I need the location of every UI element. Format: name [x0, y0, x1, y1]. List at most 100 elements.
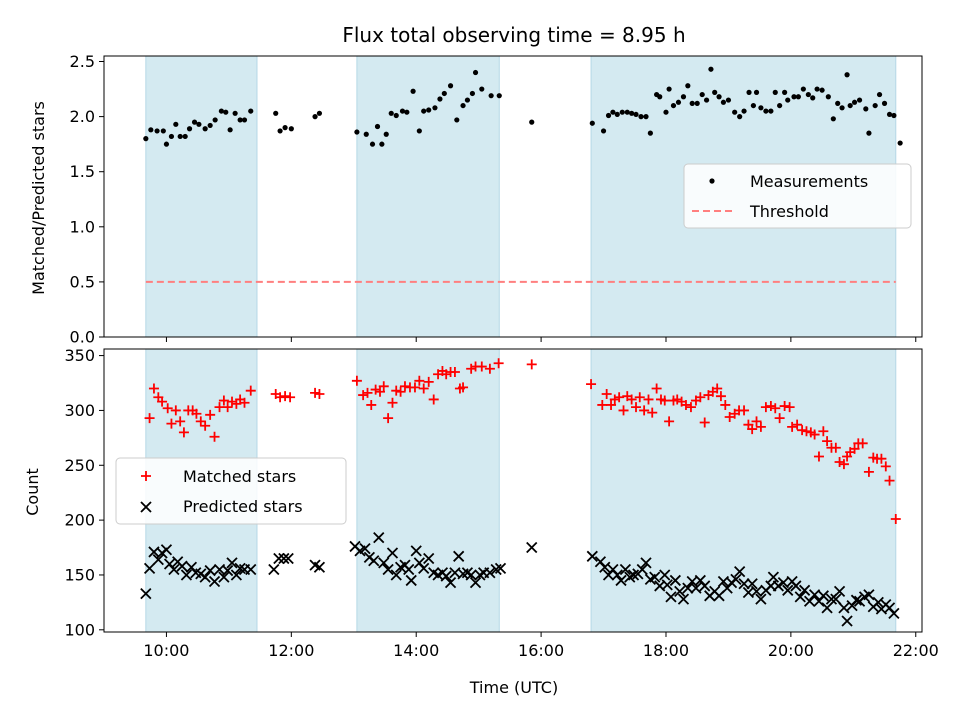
top-measurement-point-31 [374, 123, 381, 130]
top-measurement-point-97 [791, 94, 797, 100]
bottom-predicted-star-marker-30 [313, 561, 326, 573]
bottom-predicted-star-marker-87 [677, 593, 690, 605]
top-measurement-point-102 [814, 86, 820, 92]
bottom-matched-star-marker-33 [366, 399, 377, 410]
top-measurement-point-57 [605, 112, 612, 119]
bottom-predicted-star-marker-40 [390, 569, 402, 581]
bottom-matched-star-marker-55 [466, 363, 477, 374]
bottom-predicted-star-marker-53 [444, 577, 457, 589]
bottom-matched-star-marker-71 [634, 392, 645, 403]
bottom-matched-star-marker-34 [370, 384, 381, 395]
top-measurement-point-52 [488, 93, 494, 99]
bottom-predicted-star-marker-15 [204, 564, 216, 577]
bottom-predicted-star-marker-16 [208, 575, 221, 588]
top-y-axis-label: Matched/Predicted stars [29, 101, 48, 295]
bottom-matched-star-marker-86 [699, 417, 710, 428]
top-measurement-point-86 [741, 108, 747, 114]
bottom-predicted-star-marker-27 [278, 552, 290, 565]
bottom-predicted-star-marker-44 [405, 574, 417, 587]
bottom-predicted-star-marker-116 [803, 595, 816, 607]
top-measurement-point-111 [856, 97, 863, 103]
top-measurement-point-11 [196, 121, 202, 127]
top-measurement-point-78 [703, 97, 710, 103]
bottom-y-tick-label-2: 200 [64, 511, 95, 530]
bottom-legend-box [115, 457, 347, 525]
top-measurement-point-29 [363, 131, 369, 137]
top-measurement-point-73 [680, 94, 687, 100]
top-measurement-point-90 [758, 105, 764, 111]
bottom-matched-star-marker-18 [222, 402, 233, 413]
top-measurement-point-94 [777, 102, 783, 109]
bottom-predicted-star-marker-78 [640, 557, 652, 569]
bottom-matched-star-marker-109 [801, 426, 812, 437]
top-measurement-point-51 [479, 86, 485, 92]
bottom-matched-star-marker-100 [760, 402, 771, 413]
bottom-matched-star-marker-75 [651, 383, 662, 394]
bottom-matched-star-marker-17 [218, 395, 229, 406]
top-measurement-point-100 [805, 91, 811, 98]
top-y-tick-label-4: 2.0 [70, 107, 95, 126]
bottom-y-tick-label-4: 300 [64, 401, 95, 420]
bottom-shaded-interval-2 [590, 348, 897, 633]
top-measurement-point-39 [416, 128, 422, 134]
top-measurement-point-88 [750, 102, 757, 109]
top-measurement-point-119 [897, 140, 903, 146]
top-measurement-point-112 [863, 106, 869, 112]
bottom-predicted-star-marker-114 [794, 591, 806, 603]
bottom-matched-star-marker-105 [784, 402, 795, 413]
top-measurement-point-116 [881, 100, 888, 106]
bottom-matched-star-marker-82 [680, 399, 691, 410]
bottom-x-tick-label-3: 16:00 [518, 641, 564, 660]
top-axes-frame [103, 55, 923, 338]
top-measurement-point-104 [825, 94, 831, 100]
top-measurement-point-15 [218, 108, 224, 114]
bottom-matched-star-marker-38 [387, 397, 398, 408]
bottom-predicted-star-marker-62 [484, 567, 496, 579]
bottom-matched-star-marker-83 [685, 402, 696, 413]
bottom-predicted-star-marker-109 [772, 580, 785, 592]
top-measurement-point-107 [839, 105, 845, 111]
bottom-matched-star-marker-99 [755, 421, 766, 432]
bottom-matched-star-marker-22 [239, 397, 250, 408]
bottom-predicted-star-marker-86 [674, 585, 686, 598]
bottom-x-tick-label-1: 12:00 [268, 641, 314, 660]
bottom-matched-star-marker-3 [157, 396, 168, 407]
bottom-predicted-star-marker-64 [494, 562, 507, 575]
top-measurement-point-43 [437, 96, 443, 102]
top-measurement-point-61 [624, 109, 630, 115]
bottom-predicted-star-marker-25 [268, 563, 280, 576]
top-measurement-point-21 [248, 108, 254, 114]
top-measurement-point-115 [876, 91, 883, 98]
top-measurement-point-101 [810, 95, 816, 101]
top-y-tick-label-2: 1.0 [70, 217, 95, 236]
bottom-predicted-star-marker-28 [282, 552, 294, 565]
bottom-predicted-star-marker-84 [665, 591, 677, 603]
bottom-matched-star-marker-111 [809, 429, 820, 440]
bottom-matched-star-marker-70 [631, 402, 642, 413]
bottom-matched-star-marker-116 [830, 442, 841, 453]
bottom-predicted-star-marker-14 [199, 571, 211, 583]
legend-measurements-label: Measurements [750, 172, 868, 191]
top-measurement-point-71 [670, 102, 677, 109]
top-measurement-point-18 [232, 110, 238, 116]
bottom-predicted-star-marker-115 [798, 584, 811, 596]
bottom-x-tick-label-6: 22:00 [893, 641, 939, 660]
top-measurement-point-26 [312, 114, 318, 120]
top-measurement-point-80 [712, 89, 718, 95]
bottom-matched-star-marker-66 [614, 392, 625, 403]
bottom-matched-star-marker-58 [484, 363, 495, 374]
bottom-predicted-star-marker-123 [833, 585, 846, 598]
bottom-matched-star-marker-114 [822, 436, 833, 447]
bottom-predicted-star-marker-48 [423, 552, 435, 565]
bottom-predicted-star-marker-103 [746, 578, 758, 590]
top-measurement-point-40 [421, 108, 427, 114]
legend-predicted-stars-label: Predicted stars [183, 497, 303, 516]
bottom-predicted-star-marker-119 [817, 590, 829, 602]
top-measurement-point-12 [202, 126, 208, 132]
bottom-predicted-star-marker-130 [863, 589, 875, 601]
bottom-predicted-star-marker-5 [160, 544, 173, 556]
bottom-predicted-star-marker-65 [526, 541, 538, 554]
legend-threshold-label: Threshold [749, 202, 829, 221]
top-measurement-point-75 [689, 100, 695, 106]
bottom-matched-star-marker-108 [797, 425, 808, 436]
